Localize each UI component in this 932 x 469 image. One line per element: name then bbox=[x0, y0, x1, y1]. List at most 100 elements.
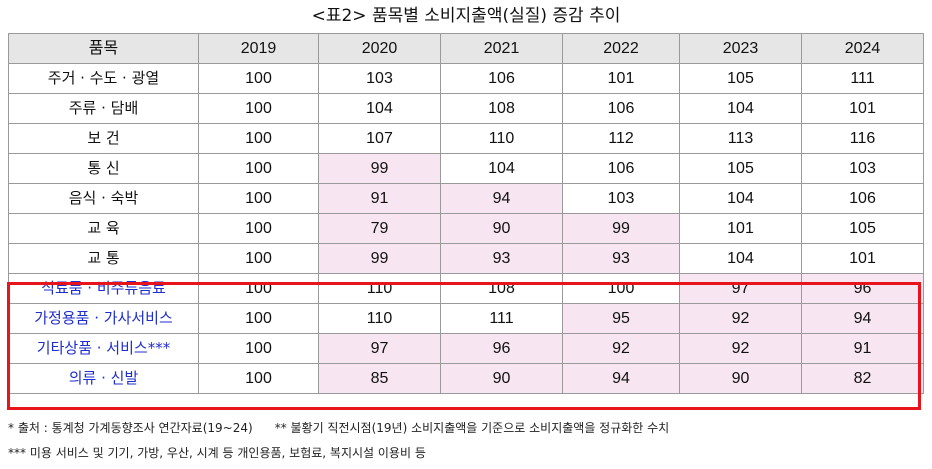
footnote-base: ** 불황기 직전시점(19년) 소비지출액을 기준으로 소비지출액을 정규화한… bbox=[274, 421, 670, 435]
cell-2023: 104 bbox=[679, 243, 802, 274]
cell-2023: 92 bbox=[679, 303, 802, 334]
cell-2022: 101 bbox=[562, 63, 680, 94]
header-year-2021: 2021 bbox=[440, 33, 563, 64]
cell-2019: 100 bbox=[198, 273, 319, 304]
cell-2019: 100 bbox=[198, 153, 319, 184]
cell-2020: 91 bbox=[318, 183, 441, 214]
header-year-2024: 2024 bbox=[801, 33, 924, 64]
cell-2022: 103 bbox=[562, 183, 680, 214]
table-row: 음식 · 숙박 100 91 94 103 104 106 bbox=[8, 183, 924, 214]
cell-2019: 100 bbox=[198, 333, 319, 364]
cell-2019: 100 bbox=[198, 63, 319, 94]
cell-2023: 113 bbox=[679, 123, 802, 154]
cell-2020: 99 bbox=[318, 153, 441, 184]
cell-2023: 101 bbox=[679, 213, 802, 244]
cell-2021: 108 bbox=[440, 273, 563, 304]
cell-2024: 96 bbox=[801, 273, 924, 304]
table-row: 주류 · 담배 100 104 108 106 104 101 bbox=[8, 93, 924, 124]
cell-2024: 91 bbox=[801, 333, 924, 364]
cell-2021: 106 bbox=[440, 63, 563, 94]
cell-2021: 90 bbox=[440, 213, 563, 244]
table-row: 주거 · 수도 · 광열 100 103 106 101 105 111 bbox=[8, 63, 924, 94]
cell-2021: 96 bbox=[440, 333, 563, 364]
cell-2021: 94 bbox=[440, 183, 563, 214]
table-row: 식료품 · 비주류음료 100 110 108 100 97 96 bbox=[8, 273, 924, 304]
row-item-label: 보 건 bbox=[8, 123, 199, 154]
cell-2019: 100 bbox=[198, 183, 319, 214]
cell-2021: 104 bbox=[440, 153, 563, 184]
row-item-label: 교 통 bbox=[8, 243, 199, 274]
footnote-other: *** 미용 서비스 및 기기, 가방, 우산, 시계 등 개인용품, 보험료,… bbox=[8, 446, 426, 460]
cell-2023: 104 bbox=[679, 183, 802, 214]
cell-2020: 107 bbox=[318, 123, 441, 154]
table-row: 기타상품 · 서비스*** 100 97 96 92 92 91 bbox=[8, 333, 924, 364]
cell-2024: 105 bbox=[801, 213, 924, 244]
cell-2022: 93 bbox=[562, 243, 680, 274]
cell-2022: 94 bbox=[562, 363, 680, 394]
cell-2022: 95 bbox=[562, 303, 680, 334]
footnote-source: * 출처 : 통계청 가계동향조사 연간자료(19~24) bbox=[8, 421, 253, 435]
row-item-label: 의류 · 신발 bbox=[8, 363, 199, 394]
cell-2023: 92 bbox=[679, 333, 802, 364]
cell-2019: 100 bbox=[198, 363, 319, 394]
row-item-label: 주거 · 수도 · 광열 bbox=[8, 63, 199, 94]
table-body: 주거 · 수도 · 광열 100 103 106 101 105 111 주류 · 담배 100… bbox=[8, 63, 924, 394]
cell-2020: 104 bbox=[318, 93, 441, 124]
cell-2024: 101 bbox=[801, 243, 924, 274]
header-year-2022: 2022 bbox=[562, 33, 680, 64]
header-year-2020: 2020 bbox=[318, 33, 441, 64]
header-year-2019: 2019 bbox=[198, 33, 319, 64]
table-row: 가정용품 · 가사서비스 100 110 111 95 92 94 bbox=[8, 303, 924, 334]
row-item-label: 음식 · 숙박 bbox=[8, 183, 199, 214]
cell-2024: 111 bbox=[801, 63, 924, 94]
table-row: 통 신 100 99 104 106 105 103 bbox=[8, 153, 924, 184]
cell-2024: 94 bbox=[801, 303, 924, 334]
cell-2021: 108 bbox=[440, 93, 563, 124]
cell-2021: 111 bbox=[440, 303, 563, 334]
row-item-label: 식료품 · 비주류음료 bbox=[8, 273, 199, 304]
cell-2021: 90 bbox=[440, 363, 563, 394]
cell-2020: 110 bbox=[318, 273, 441, 304]
cell-2022: 106 bbox=[562, 153, 680, 184]
cell-2023: 105 bbox=[679, 63, 802, 94]
cell-2024: 82 bbox=[801, 363, 924, 394]
consumption-table: 품목 2019 2020 2021 2022 2023 2024 주거 · 수도… bbox=[8, 33, 924, 394]
cell-2024: 106 bbox=[801, 183, 924, 214]
cell-2019: 100 bbox=[198, 243, 319, 274]
row-item-label: 기타상품 · 서비스*** bbox=[8, 333, 199, 364]
row-item-label: 가정용품 · 가사서비스 bbox=[8, 303, 199, 334]
cell-2022: 106 bbox=[562, 93, 680, 124]
cell-2022: 112 bbox=[562, 123, 680, 154]
cell-2020: 99 bbox=[318, 243, 441, 274]
cell-2022: 100 bbox=[562, 273, 680, 304]
cell-2020: 85 bbox=[318, 363, 441, 394]
header-year-2023: 2023 bbox=[679, 33, 802, 64]
cell-2020: 79 bbox=[318, 213, 441, 244]
header-row: 품목 2019 2020 2021 2022 2023 2024 bbox=[8, 33, 924, 64]
table-row: 교 육 100 79 90 99 101 105 bbox=[8, 213, 924, 244]
cell-2019: 100 bbox=[198, 303, 319, 334]
table-row: 교 통 100 99 93 93 104 101 bbox=[8, 243, 924, 274]
cell-2024: 101 bbox=[801, 93, 924, 124]
cell-2023: 105 bbox=[679, 153, 802, 184]
cell-2023: 104 bbox=[679, 93, 802, 124]
footnote-line-1: * 출처 : 통계청 가계동향조사 연간자료(19~24) ** 불황기 직전시점… bbox=[8, 420, 669, 436]
cell-2021: 110 bbox=[440, 123, 563, 154]
cell-2020: 103 bbox=[318, 63, 441, 94]
cell-2019: 100 bbox=[198, 213, 319, 244]
cell-2023: 97 bbox=[679, 273, 802, 304]
row-item-label: 통 신 bbox=[8, 153, 199, 184]
cell-2024: 116 bbox=[801, 123, 924, 154]
header-item: 품목 bbox=[8, 33, 199, 64]
table-row: 보 건 100 107 110 112 113 116 bbox=[8, 123, 924, 154]
cell-2019: 100 bbox=[198, 123, 319, 154]
row-item-label: 주류 · 담배 bbox=[8, 93, 199, 124]
cell-2020: 97 bbox=[318, 333, 441, 364]
cell-2024: 103 bbox=[801, 153, 924, 184]
cell-2020: 110 bbox=[318, 303, 441, 334]
cell-2021: 93 bbox=[440, 243, 563, 274]
cell-2022: 92 bbox=[562, 333, 680, 364]
cell-2022: 99 bbox=[562, 213, 680, 244]
table-row: 의류 · 신발 100 85 90 94 90 82 bbox=[8, 363, 924, 394]
cell-2023: 90 bbox=[679, 363, 802, 394]
